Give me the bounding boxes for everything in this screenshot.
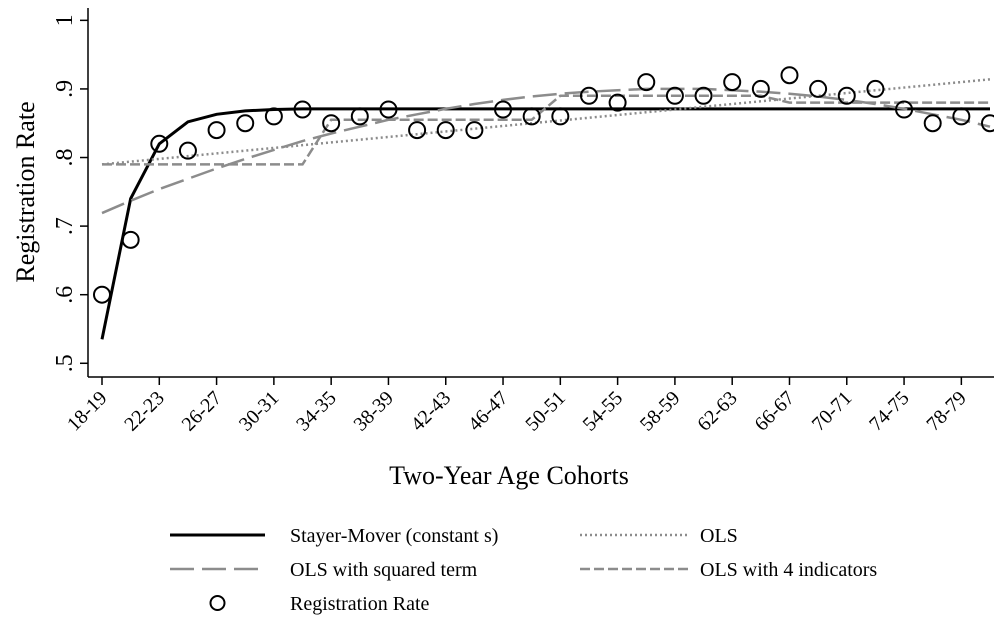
data-point [322,114,341,133]
x-tick-label: 78-79 [922,387,971,436]
x-tick-label: 62-63 [693,387,742,436]
series-line [100,107,990,340]
x-tick-label: 54-55 [579,387,628,436]
x-tick-label: 46-47 [464,387,513,436]
y-tick-label: .9 [52,80,78,98]
data-point [293,100,312,119]
data-point [665,86,684,105]
data-point [264,107,283,126]
y-tick-label: .8 [52,149,78,167]
data-point [93,285,111,304]
x-axis-title: Two-Year Age Cohorts [389,461,629,490]
series-line [102,94,990,166]
data-point [952,107,971,126]
data-point [809,79,828,98]
x-tick-label: 38-39 [349,387,398,436]
data-point [866,79,885,98]
legend-label: OLS with squared term [290,559,478,581]
x-tick-label: 18-19 [63,387,112,436]
series-line [101,87,991,215]
data-point [522,107,541,126]
data-point [121,230,140,249]
series-line [101,78,991,166]
data-point [895,100,914,119]
data-point [379,100,398,119]
data-point [436,121,455,140]
data-point [551,107,570,126]
data-point [408,121,427,140]
x-tick-label: 66-67 [750,387,799,436]
legend-label: Stayer-Mover (constant s) [290,525,498,547]
y-tick-label: 1 [52,14,78,26]
data-point [637,73,656,92]
data-point [150,134,169,153]
data-point [236,114,255,133]
legend-label: OLS [700,525,738,547]
x-tick-label: 70-71 [808,387,857,436]
legend-label: OLS with 4 indicators [700,559,877,581]
data-point [981,114,994,133]
x-tick-label: 30-31 [235,387,284,436]
legend-label: Registration Rate [290,593,430,615]
legend-marker [209,595,226,611]
data-point [780,66,799,85]
y-tick-label: .5 [52,354,78,372]
x-tick-label: 22-23 [120,387,169,436]
y-axis-title: Registration Rate [11,101,40,282]
data-point [494,100,513,119]
x-tick-label: 74-75 [865,387,914,436]
data-point [178,141,197,160]
y-tick-label: .7 [52,217,78,235]
x-tick-label: 26-27 [178,387,227,436]
data-point [465,121,484,140]
x-tick-label: 34-35 [292,387,341,436]
data-point [608,93,627,112]
data-point [751,79,770,98]
y-tick-label: .6 [52,286,78,304]
x-tick-label: 50-51 [521,387,570,436]
data-point [694,86,713,105]
data-point [207,121,226,140]
data-point [579,86,598,105]
x-tick-label: 58-59 [636,387,685,436]
data-point [350,107,369,126]
data-point [723,73,742,92]
data-point [923,114,942,133]
data-point [837,86,856,105]
x-tick-label: 42-43 [407,387,456,436]
